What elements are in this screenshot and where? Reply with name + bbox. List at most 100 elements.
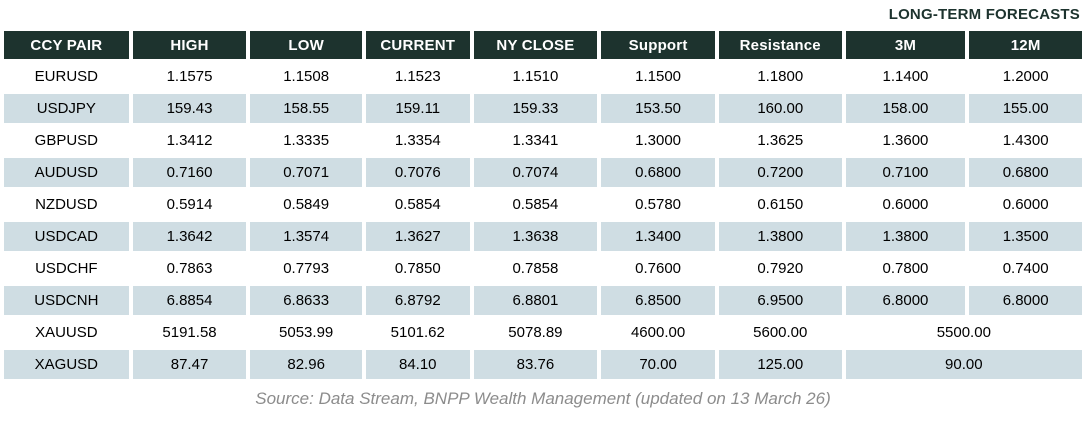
value-cell: 0.6800 [601, 158, 715, 187]
value-cell: 5600.00 [718, 318, 842, 347]
table-row: AUDUSD 0.7160 0.7071 0.7076 0.7074 0.6800 0.72… [4, 158, 1082, 187]
value-cell: 1.3627 [365, 222, 470, 251]
value-cell: 0.7100 [845, 158, 966, 187]
value-cell: 84.10 [365, 350, 470, 379]
value-cell: 0.6800 [969, 158, 1082, 187]
merged-forecast-cell: 90.00 [845, 350, 1082, 379]
header-low: LOW [250, 31, 362, 59]
pair-cell: USDCHF [4, 254, 129, 283]
value-cell: 5053.99 [250, 318, 362, 347]
table-row: USDCNH 6.8854 6.8633 6.8792 6.8801 6.8500 6.95… [4, 286, 1082, 315]
header-current: CURRENT [365, 31, 470, 59]
value-cell: 160.00 [718, 94, 842, 123]
value-cell: 0.7600 [601, 254, 715, 283]
value-cell: 6.9500 [718, 286, 842, 315]
forecast-table: CCY PAIR HIGH LOW CURRENT NY CLOSE Suppo… [0, 28, 1086, 382]
pair-cell: XAGUSD [4, 350, 129, 379]
value-cell: 1.3354 [365, 126, 470, 155]
value-cell: 159.33 [473, 94, 598, 123]
value-cell: 0.5849 [250, 190, 362, 219]
value-cell: 6.8000 [845, 286, 966, 315]
value-cell: 1.3335 [250, 126, 362, 155]
value-cell: 1.3412 [132, 126, 247, 155]
value-cell: 0.5854 [365, 190, 470, 219]
value-cell: 0.6000 [969, 190, 1082, 219]
value-cell: 0.7858 [473, 254, 598, 283]
value-cell: 0.7863 [132, 254, 247, 283]
value-cell: 125.00 [718, 350, 842, 379]
value-cell: 1.3400 [601, 222, 715, 251]
value-cell: 1.1510 [473, 62, 598, 91]
value-cell: 0.5854 [473, 190, 598, 219]
header-ccy-pair: CCY PAIR [4, 31, 129, 59]
merged-forecast-cell: 5500.00 [845, 318, 1082, 347]
value-cell: 6.8801 [473, 286, 598, 315]
page-title: LONG-TERM FORECASTS [888, 6, 1080, 23]
value-cell: 6.8500 [601, 286, 715, 315]
value-cell: 155.00 [969, 94, 1082, 123]
value-cell: 1.3638 [473, 222, 598, 251]
table-row: USDCHF 0.7863 0.7793 0.7850 0.7858 0.7600 0.79… [4, 254, 1082, 283]
value-cell: 1.1575 [132, 62, 247, 91]
value-cell: 0.7200 [718, 158, 842, 187]
value-cell: 0.7074 [473, 158, 598, 187]
value-cell: 1.3642 [132, 222, 247, 251]
header-12m: 12M [969, 31, 1082, 59]
header-high: HIGH [132, 31, 247, 59]
value-cell: 0.7793 [250, 254, 362, 283]
header-ny-close: NY CLOSE [473, 31, 598, 59]
header-row: CCY PAIR HIGH LOW CURRENT NY CLOSE Suppo… [4, 31, 1082, 59]
value-cell: 6.8854 [132, 286, 247, 315]
value-cell: 1.3800 [845, 222, 966, 251]
pair-cell: GBPUSD [4, 126, 129, 155]
value-cell: 0.7920 [718, 254, 842, 283]
pair-cell: USDCNH [4, 286, 129, 315]
value-cell: 0.7160 [132, 158, 247, 187]
table-row: NZDUSD 0.5914 0.5849 0.5854 0.5854 0.5780 0.61… [4, 190, 1082, 219]
value-cell: 158.00 [845, 94, 966, 123]
value-cell: 87.47 [132, 350, 247, 379]
value-cell: 82.96 [250, 350, 362, 379]
value-cell: 1.1500 [601, 62, 715, 91]
value-cell: 83.76 [473, 350, 598, 379]
value-cell: 0.6000 [845, 190, 966, 219]
table-row: XAGUSD 87.47 82.96 84.10 83.76 70.00 125.00 90.… [4, 350, 1082, 379]
header-3m: 3M [845, 31, 966, 59]
value-cell: 1.1400 [845, 62, 966, 91]
value-cell: 6.8000 [969, 286, 1082, 315]
value-cell: 1.3000 [601, 126, 715, 155]
value-cell: 1.1523 [365, 62, 470, 91]
value-cell: 1.3800 [718, 222, 842, 251]
value-cell: 5078.89 [473, 318, 598, 347]
table-body: EURUSD 1.1575 1.1508 1.1523 1.1510 1.1500 1.18… [4, 62, 1082, 379]
value-cell: 0.7076 [365, 158, 470, 187]
pair-cell: XAUUSD [4, 318, 129, 347]
value-cell: 0.7400 [969, 254, 1082, 283]
header-support: Support [601, 31, 715, 59]
value-cell: 0.5780 [601, 190, 715, 219]
value-cell: 1.3500 [969, 222, 1082, 251]
value-cell: 159.43 [132, 94, 247, 123]
pair-cell: EURUSD [4, 62, 129, 91]
forecast-page: LONG-TERM FORECASTS CCY PAIR HIGH LOW CU… [0, 6, 1086, 408]
value-cell: 1.3574 [250, 222, 362, 251]
value-cell: 5101.62 [365, 318, 470, 347]
table-row: USDJPY 159.43 158.55 159.11 159.33 153.50 160.… [4, 94, 1082, 123]
table-row: EURUSD 1.1575 1.1508 1.1523 1.1510 1.1500 1.18… [4, 62, 1082, 91]
value-cell: 153.50 [601, 94, 715, 123]
pair-cell: NZDUSD [4, 190, 129, 219]
value-cell: 6.8792 [365, 286, 470, 315]
pair-cell: AUDUSD [4, 158, 129, 187]
value-cell: 1.1800 [718, 62, 842, 91]
value-cell: 1.3341 [473, 126, 598, 155]
pair-cell: USDJPY [4, 94, 129, 123]
value-cell: 1.3625 [718, 126, 842, 155]
value-cell: 5191.58 [132, 318, 247, 347]
pair-cell: USDCAD [4, 222, 129, 251]
value-cell: 1.2000 [969, 62, 1082, 91]
value-cell: 0.5914 [132, 190, 247, 219]
value-cell: 158.55 [250, 94, 362, 123]
table-row: GBPUSD 1.3412 1.3335 1.3354 1.3341 1.3000 1.36… [4, 126, 1082, 155]
value-cell: 6.8633 [250, 286, 362, 315]
value-cell: 1.1508 [250, 62, 362, 91]
